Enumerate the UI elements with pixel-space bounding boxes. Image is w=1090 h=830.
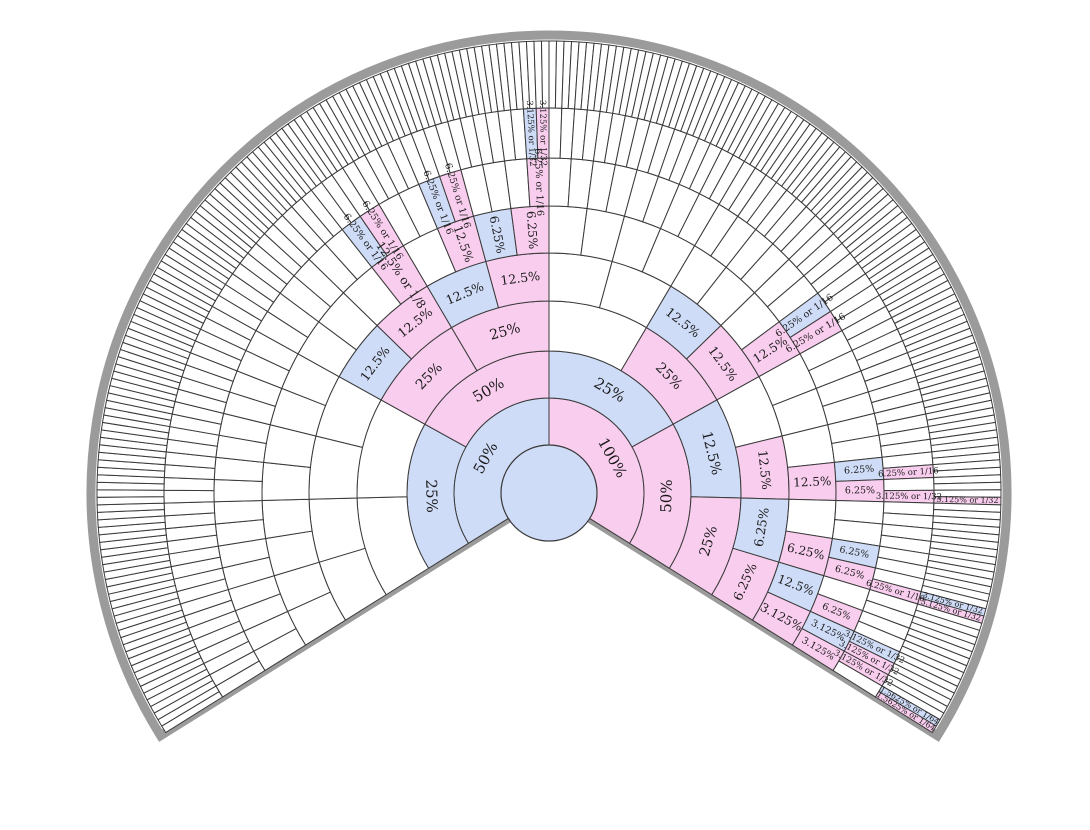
ancestor-segment[interactable]: [96, 489, 165, 498]
ancestor-segment[interactable]: [540, 40, 550, 109]
ancestor-percentage-label: 3.125% or 1/32: [524, 100, 537, 167]
ancestor-percentage-label: 12.5%: [755, 449, 774, 490]
ancestor-segment[interactable]: [261, 498, 313, 540]
ancestor-percentage-label: 25%: [488, 320, 522, 344]
ancestor-segment[interactable]: [96, 496, 165, 506]
ancestor-segment[interactable]: [261, 461, 311, 502]
ancestor-segment[interactable]: [163, 489, 215, 504]
ancestor-percentage-label: 3.125% or 1/32: [876, 492, 942, 503]
root-person-circle[interactable]: [500, 444, 598, 542]
ancestor-segment[interactable]: [874, 690, 937, 734]
ancestor-percentage-label: 50%: [657, 479, 676, 513]
ancestor-segment[interactable]: [883, 476, 935, 492]
ancestor-segment[interactable]: [213, 499, 264, 525]
ancestor-percentage-label: 6.25% or 1/16: [532, 148, 545, 216]
ancestor-percentage-label: 6.25%: [845, 485, 875, 496]
ancestor-percentage-label: 12.5%: [500, 268, 541, 288]
ancestor-segment[interactable]: [213, 478, 263, 503]
fan-segments: [96, 40, 1002, 734]
ancestor-segment[interactable]: [548, 107, 563, 159]
ancestor-percentage-label: 6.25%: [844, 464, 875, 477]
ancestor-percentage-label: 6.25% or 1/16: [878, 466, 939, 479]
ancestor-segment[interactable]: [548, 157, 572, 208]
ancestor-percentage-label: 3.125% or 1/32: [537, 100, 548, 166]
ancestor-percentage-label: 6.25%: [751, 506, 772, 548]
ancestor-percentage-label: 12.5%: [793, 474, 832, 490]
ancestor-percentage-label: 3.125% or 1/32: [936, 495, 998, 505]
ancestor-segment[interactable]: [933, 481, 1002, 491]
ancestor-segment[interactable]: [163, 501, 216, 517]
ancestor-percentage-label: 25%: [422, 479, 441, 513]
ancestor-percentage-label: 6.25%: [524, 211, 541, 250]
